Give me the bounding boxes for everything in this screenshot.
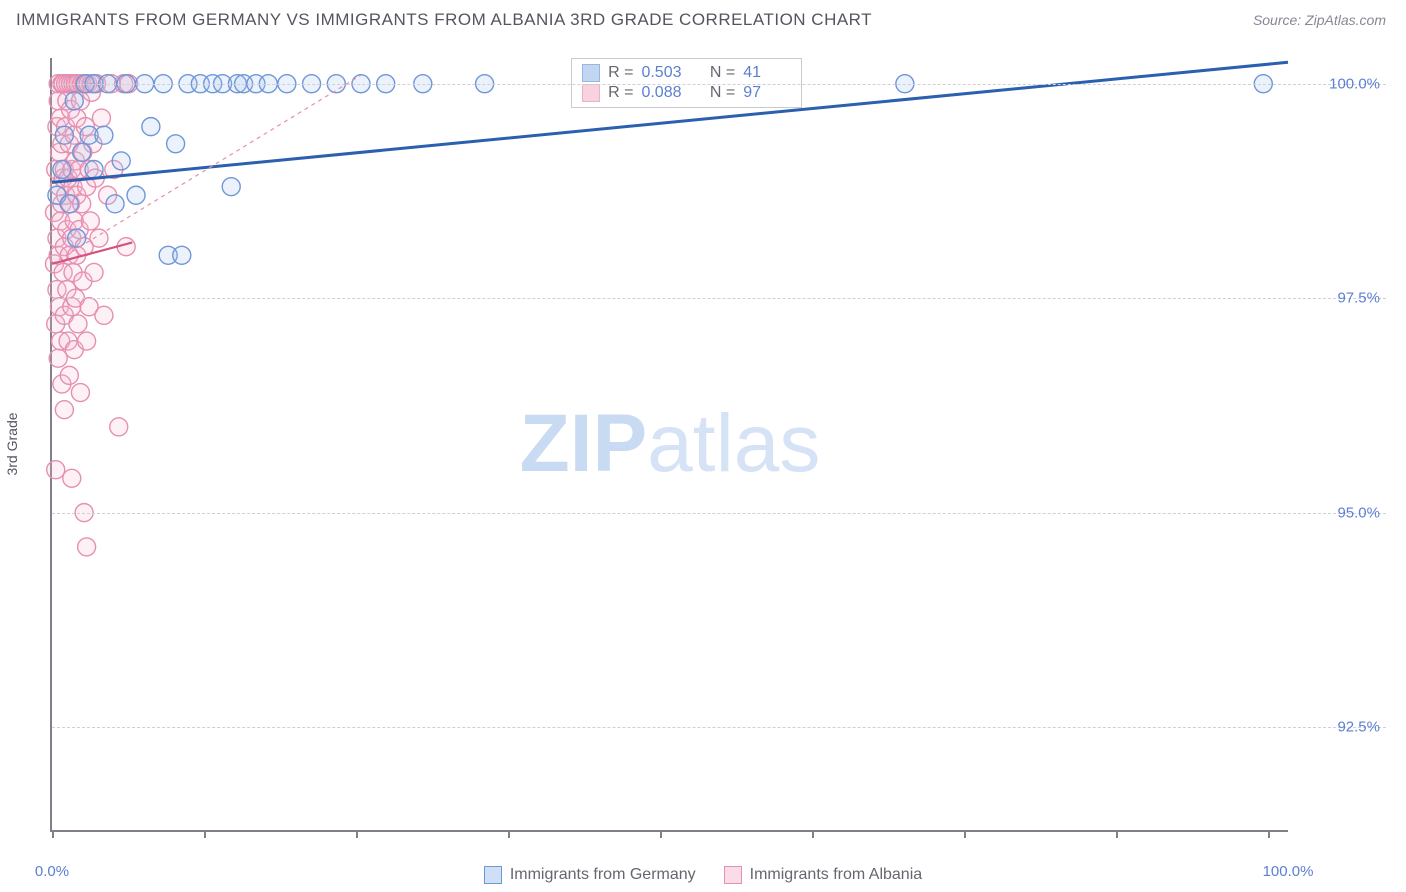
legend-label: Immigrants from Germany — [510, 866, 696, 884]
scatter-svg — [52, 58, 1288, 830]
x-tick — [52, 830, 54, 838]
legend-swatch — [582, 64, 600, 82]
data-point — [71, 384, 89, 402]
legend-label: Immigrants from Albania — [750, 866, 923, 884]
x-tick — [356, 830, 358, 838]
legend-r-value: 0.088 — [641, 84, 689, 102]
data-point — [95, 126, 113, 144]
data-point — [222, 178, 240, 196]
data-point — [65, 92, 83, 110]
legend-swatch — [582, 84, 600, 102]
data-point — [85, 263, 103, 281]
data-point — [110, 418, 128, 436]
plot-area: ZIPatlas R = 0.503 N = 41 R = 0.088 N = … — [50, 58, 1288, 832]
legend-r-value: 0.503 — [641, 64, 689, 82]
gridline-h — [52, 727, 1386, 728]
legend-row: R = 0.503 N = 41 — [582, 63, 791, 83]
data-point — [73, 143, 91, 161]
data-point — [55, 126, 73, 144]
data-point — [90, 229, 108, 247]
data-point — [60, 366, 78, 384]
data-point — [106, 195, 124, 213]
gridline-h — [52, 298, 1386, 299]
legend-n-label: N = — [710, 84, 735, 102]
data-point — [78, 332, 96, 350]
data-point — [173, 246, 191, 264]
chart-title: IMMIGRANTS FROM GERMANY VS IMMIGRANTS FR… — [16, 10, 872, 30]
data-point — [60, 195, 78, 213]
data-point — [63, 469, 81, 487]
x-tick — [812, 830, 814, 838]
x-tick — [508, 830, 510, 838]
data-point — [47, 461, 65, 479]
series-legend: Immigrants from Germany Immigrants from A… — [0, 866, 1406, 884]
y-tick-label: 100.0% — [1329, 75, 1380, 92]
legend-swatch — [724, 866, 742, 884]
chart-header: IMMIGRANTS FROM GERMANY VS IMMIGRANTS FR… — [0, 0, 1406, 36]
data-point — [69, 315, 87, 333]
x-tick — [964, 830, 966, 838]
x-tick — [660, 830, 662, 838]
x-tick — [1116, 830, 1118, 838]
legend-r-label: R = — [608, 64, 633, 82]
data-point — [78, 538, 96, 556]
legend-swatch — [484, 866, 502, 884]
legend-row: R = 0.088 N = 97 — [582, 83, 791, 103]
data-point — [92, 109, 110, 127]
data-point — [167, 135, 185, 153]
data-point — [68, 229, 86, 247]
legend-item: Immigrants from Albania — [724, 866, 923, 884]
legend-n-value: 41 — [743, 64, 791, 82]
y-axis-label: 3rd Grade — [4, 412, 20, 475]
y-tick-label: 97.5% — [1337, 290, 1380, 307]
source-label: Source: ZipAtlas.com — [1253, 12, 1386, 28]
data-point — [127, 186, 145, 204]
legend-r-label: R = — [608, 84, 633, 102]
gridline-h — [52, 84, 1386, 85]
data-point — [142, 118, 160, 136]
data-point — [112, 152, 130, 170]
data-point — [55, 401, 73, 419]
x-tick — [204, 830, 206, 838]
chart-container: 3rd Grade ZIPatlas R = 0.503 N = 41 R = … — [16, 44, 1386, 844]
data-point — [95, 306, 113, 324]
y-tick-label: 92.5% — [1337, 719, 1380, 736]
legend-n-value: 97 — [743, 84, 791, 102]
data-point — [85, 161, 103, 179]
legend-n-label: N = — [710, 64, 735, 82]
data-point — [49, 349, 67, 367]
x-tick — [1268, 830, 1270, 838]
data-point — [81, 212, 99, 230]
y-tick-label: 95.0% — [1337, 504, 1380, 521]
gridline-h — [52, 513, 1386, 514]
legend-item: Immigrants from Germany — [484, 866, 696, 884]
data-point — [53, 161, 71, 179]
